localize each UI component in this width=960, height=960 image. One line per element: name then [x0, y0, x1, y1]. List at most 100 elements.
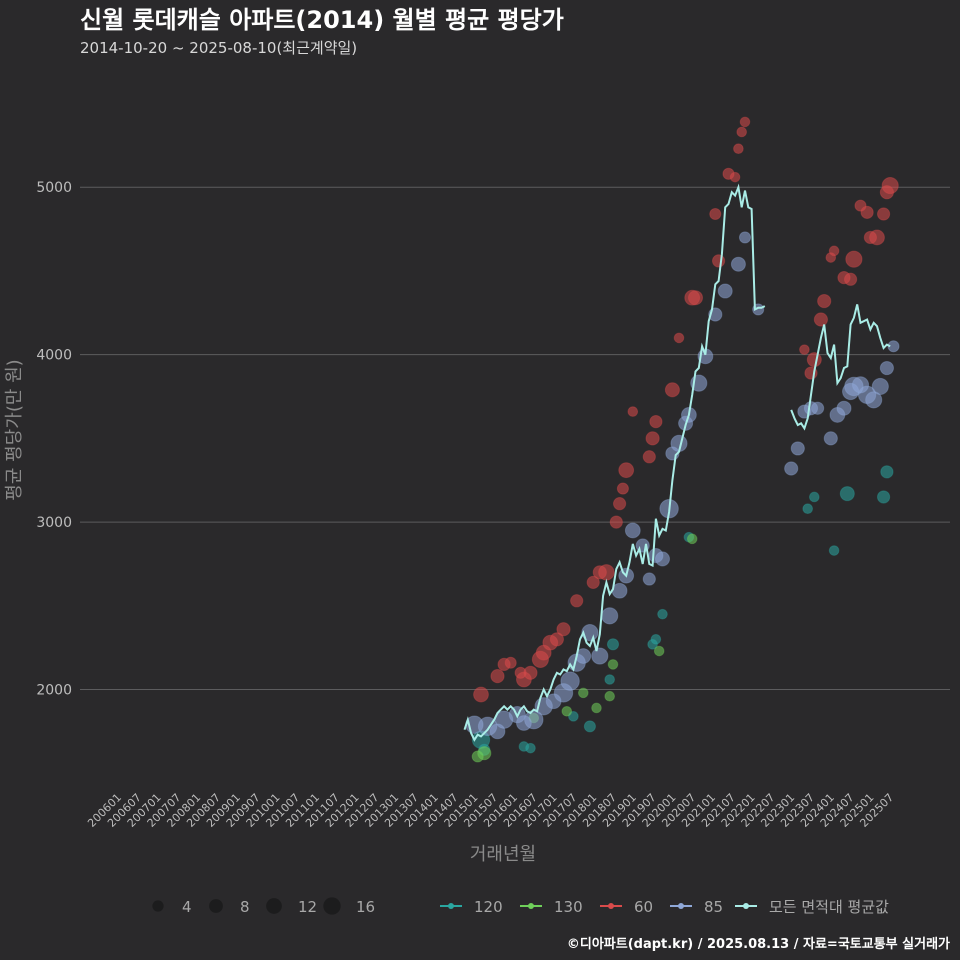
point-130	[607, 659, 619, 670]
y-tick-label: 2000	[36, 683, 72, 699]
size-legend-label: 12	[298, 898, 317, 916]
point-60	[504, 656, 517, 669]
point-60	[609, 515, 623, 529]
color-legend-label: 60	[634, 898, 653, 916]
x-tick-labels: 2006012006072007012007072008012008072009…	[85, 791, 896, 830]
point-60	[556, 622, 571, 637]
point-60	[598, 564, 615, 581]
legend: 4 8 12 16 120 130 60 85 모든 면적대 평균값	[152, 897, 889, 916]
point-60	[729, 171, 741, 183]
average-line-layer	[463, 183, 891, 742]
size-legend-label: 4	[182, 898, 192, 916]
chart-caption: ©디아파트(dapt.kr) / 2025.08.13 / 자료=국토교통부 실…	[567, 936, 950, 952]
point-60	[817, 293, 832, 309]
point-120	[828, 545, 840, 556]
point-60	[711, 254, 726, 268]
point-60	[570, 594, 584, 608]
size-legend-dot	[323, 897, 341, 915]
point-120	[809, 491, 820, 503]
point-130	[686, 533, 698, 545]
point-85	[624, 522, 641, 539]
point-130	[561, 706, 573, 717]
color-legend-dot	[678, 903, 684, 909]
point-60	[649, 415, 663, 429]
point-60	[736, 126, 748, 138]
point-60	[709, 207, 722, 221]
point-60	[618, 462, 635, 479]
point-130	[604, 690, 616, 702]
point-85	[642, 572, 656, 586]
point-130	[591, 702, 602, 714]
point-130	[477, 746, 492, 761]
point-60	[523, 665, 538, 680]
point-60	[806, 352, 822, 368]
point-60	[876, 207, 891, 221]
point-130	[578, 687, 589, 699]
point-60	[627, 406, 639, 417]
point-130	[653, 645, 665, 657]
point-60	[813, 312, 829, 327]
average-line	[463, 183, 766, 742]
x-axis-title: 거래년월	[470, 844, 536, 865]
point-85	[810, 401, 825, 415]
size-legend-dot	[266, 898, 282, 914]
point-120	[876, 490, 891, 504]
point-60	[612, 497, 627, 511]
y-tick-label: 3000	[36, 515, 72, 531]
point-120	[525, 742, 536, 754]
point-60	[645, 431, 660, 446]
point-85	[738, 231, 752, 244]
point-60	[869, 229, 885, 246]
color-legend-label: 모든 면적대 평균값	[769, 898, 889, 916]
point-120	[604, 674, 616, 685]
y-tick-label: 4000	[36, 348, 72, 364]
point-120	[650, 634, 662, 645]
point-120	[880, 465, 894, 479]
point-60	[739, 116, 751, 128]
size-legend-dot	[209, 899, 223, 913]
point-120	[839, 486, 855, 502]
point-85	[836, 400, 852, 416]
point-60	[733, 143, 744, 154]
color-legend-label: 85	[704, 898, 723, 916]
point-60	[616, 482, 629, 495]
point-60	[473, 686, 489, 703]
point-120	[802, 503, 814, 514]
average-line	[790, 304, 891, 431]
point-85	[790, 441, 805, 456]
point-85	[591, 647, 609, 665]
color-legend-dot	[528, 903, 534, 909]
point-85	[871, 377, 889, 396]
point-60	[881, 176, 899, 195]
point-60	[664, 382, 680, 398]
chart-title: 신월 롯데캐슬 아파트(2014) 월별 평균 평당가	[80, 6, 564, 34]
size-legend-label: 8	[240, 898, 250, 916]
point-85	[784, 461, 799, 476]
point-85	[601, 607, 619, 625]
point-60	[860, 205, 874, 219]
point-120	[606, 638, 620, 651]
grid-layer	[80, 186, 950, 691]
point-60	[642, 450, 656, 464]
point-85	[879, 360, 895, 376]
point-60	[799, 344, 810, 355]
point-85	[823, 431, 838, 446]
point-60	[586, 575, 600, 589]
color-legend-dot	[743, 903, 749, 909]
point-60	[490, 669, 505, 684]
y-tick-label: 5000	[36, 180, 72, 196]
size-legend-dot	[152, 900, 164, 912]
point-85	[887, 340, 900, 353]
point-60	[828, 245, 840, 257]
point-60	[549, 632, 565, 647]
color-legend-dot	[448, 903, 454, 909]
point-60	[673, 332, 685, 344]
color-legend-dot	[608, 903, 614, 909]
point-85	[717, 283, 733, 299]
chart-subtitle: 2014-10-20 ~ 2025-08-10(최근계약일)	[80, 39, 357, 57]
color-legend-label: 130	[554, 898, 583, 916]
size-legend-label: 16	[356, 898, 375, 916]
point-60	[845, 250, 863, 268]
color-legend-label: 120	[474, 898, 503, 916]
